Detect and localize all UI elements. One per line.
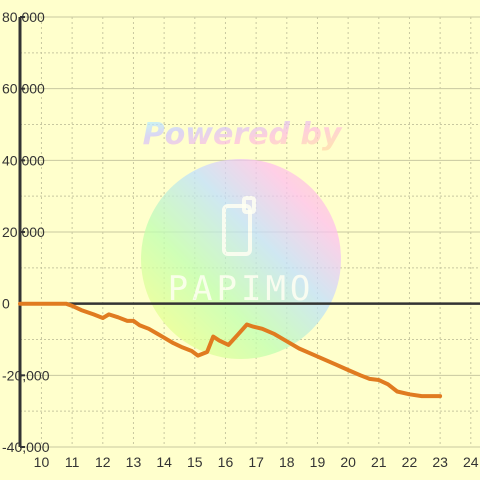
watermark-powered-by: Powered by xyxy=(143,117,343,152)
y-tick-label: 80,000 xyxy=(2,9,45,25)
y-tick-label: 0 xyxy=(2,296,10,312)
x-tick-label: 20 xyxy=(340,454,356,470)
x-tick-label: 15 xyxy=(187,454,203,470)
x-tick-label: 24 xyxy=(463,454,479,470)
x-tick-label: 21 xyxy=(371,454,387,470)
y-tick-labels: -40,000 -20,000 0 20,000 40,000 60,000 80,000 xyxy=(2,9,50,455)
series-group xyxy=(18,301,443,399)
x-tick-labels: 10 11 12 13 14 15 16 17 18 19 20 21 22 23 24 xyxy=(34,454,479,470)
x-tick-label: 19 xyxy=(310,454,326,470)
y-tick-label: 60,000 xyxy=(2,81,45,97)
x-tick-label: 10 xyxy=(34,454,50,470)
x-tick-label: 17 xyxy=(248,454,264,470)
x-tick-label: 14 xyxy=(156,454,172,470)
y-tick-label: 40,000 xyxy=(2,152,45,168)
x-tick-label: 16 xyxy=(218,454,234,470)
watermark-circle xyxy=(141,159,341,359)
y-tick-label: -20,000 xyxy=(2,367,50,383)
watermark-brand: PAPIMO xyxy=(168,269,315,309)
y-tick-label: -40,000 xyxy=(2,439,50,455)
x-tick-label: 18 xyxy=(279,454,295,470)
x-tick-label: 13 xyxy=(126,454,142,470)
x-tick-label: 23 xyxy=(432,454,448,470)
x-tick-label: 12 xyxy=(95,454,111,470)
watermark: PAPIMO Powered by xyxy=(141,117,343,359)
watermark-phone-icon xyxy=(222,196,256,256)
x-tick-label: 22 xyxy=(402,454,418,470)
series-line xyxy=(18,301,443,399)
y-tick-label: 20,000 xyxy=(2,224,45,240)
x-tick-label: 11 xyxy=(65,454,80,470)
